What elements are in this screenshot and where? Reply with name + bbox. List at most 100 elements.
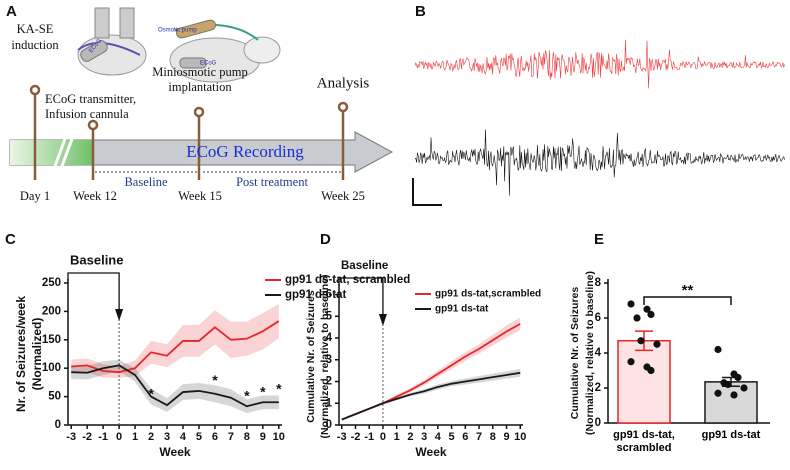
error-band [71, 359, 279, 414]
data-point [633, 314, 641, 322]
significance: * [276, 380, 282, 396]
x-tick-label: 7 [476, 431, 482, 443]
icon-label: Osmotic pump [158, 28, 197, 34]
y-axis-label: Cumulative Nr. of Seizures [569, 287, 581, 420]
y-tick-label: 0 [326, 419, 332, 431]
eeg-traces [414, 40, 785, 196]
legend-label: gp91 ds-tat, scrambled [285, 274, 410, 286]
x-tick-label: -3 [66, 431, 76, 443]
baseline-label: Baseline [70, 252, 123, 267]
y-tick-label: 0 [595, 417, 601, 429]
x-tick-label: 10 [273, 431, 285, 443]
data-point [734, 373, 742, 382]
significance: ** [682, 282, 694, 299]
x-tick-label: 8 [244, 431, 250, 443]
x-axis-label: Week [159, 445, 190, 459]
y-axis-label: Cumulative Nr. of Seizures [305, 290, 317, 423]
baseline-bracket [338, 277, 384, 318]
x-tick-label: 0 [116, 431, 122, 443]
eeg-trace [414, 129, 785, 196]
data-point [714, 389, 722, 397]
arrow-head [115, 309, 124, 321]
x-tick-label: 5 [449, 431, 455, 443]
significance: * [148, 386, 154, 402]
x-tick-label: 2 [148, 431, 154, 443]
legend-label: gp91 ds-tat,scrambled [435, 289, 541, 300]
panel-label: E [594, 231, 604, 248]
y-tick-label: 50 [48, 391, 61, 403]
pin-head [193, 106, 205, 118]
event-label: implantation [168, 80, 232, 94]
x-tick-label: 4 [435, 431, 442, 443]
error-band [71, 304, 279, 378]
timeline [9, 7, 394, 180]
significance: * [244, 387, 250, 403]
arrow-head [378, 314, 387, 326]
x-tick-label: 1 [394, 431, 400, 443]
panel-label: B [415, 3, 426, 20]
pin-head [337, 101, 349, 113]
break [60, 138, 74, 167]
event-label: Miniosmotic pump [152, 65, 248, 79]
x-tick-label: 6 [462, 431, 468, 443]
event-time: Week 15 [178, 189, 222, 203]
data-point [653, 340, 661, 348]
y-tick-label: 4 [326, 332, 333, 344]
data-point [647, 366, 655, 375]
panel-label: C [5, 231, 16, 248]
data-point [740, 384, 748, 392]
event-label: KA-SE [17, 22, 54, 36]
event-label: ECoG transmitter, [45, 92, 136, 106]
error-band [341, 368, 521, 421]
break [53, 138, 67, 167]
y-tick-label: 5 [326, 310, 333, 322]
data-point [627, 358, 635, 366]
panel-label: D [320, 231, 331, 248]
data-point [637, 337, 645, 345]
y-axis-label: (Normalized) [30, 318, 44, 391]
rat-illustration [77, 7, 147, 76]
rat-illustration [169, 19, 281, 83]
x-tick-label: 9 [260, 431, 266, 443]
x-tick-label: gp91 ds-tat, scrambled [613, 429, 675, 454]
x-tick-label: 6 [212, 431, 218, 443]
x-axis-label: Week [415, 445, 446, 459]
x-tick-label: 10 [514, 431, 526, 443]
y-tick-label: 3 [326, 354, 332, 366]
x-tick-label: 3 [421, 431, 427, 443]
green-segment [10, 140, 94, 165]
x-tick-label: 2 [407, 431, 413, 443]
y-tick-label: 6 [595, 312, 601, 324]
data-point [627, 300, 635, 308]
x-tick-label: 8 [490, 431, 496, 443]
legend-label: gp91 ds-tat [435, 304, 489, 315]
legend-label: gp91 ds-tat [285, 289, 347, 301]
y-axis-label: Nr. of Seizures/week [14, 296, 28, 412]
x-tick-label: 1 [132, 431, 138, 443]
pin-head [29, 84, 41, 96]
x-tick-label: -1 [98, 431, 108, 443]
data-point [714, 345, 722, 354]
eeg-trace [414, 40, 785, 89]
x-tick-label: 9 [503, 431, 509, 443]
x-tick-label: 0 [380, 431, 386, 443]
y-tick-label: 100 [42, 362, 61, 374]
y-tick-label: 8 [595, 277, 602, 289]
y-tick-label: 200 [42, 305, 61, 317]
event-label: induction [11, 38, 59, 52]
y-axis-label: (Normalized, relative to baseline) [319, 275, 331, 439]
data-point [643, 305, 651, 313]
panel-label: A [6, 3, 17, 20]
series-line [71, 320, 280, 374]
x-tick-label: gp91 ds-tat [701, 429, 761, 441]
pin-head [87, 119, 99, 131]
event-time: Week 25 [321, 189, 365, 203]
bar [617, 340, 671, 424]
period-label: Baseline [124, 175, 167, 189]
baseline-bracket [67, 272, 120, 313]
y-tick-label: 250 [42, 277, 61, 289]
series-line [341, 371, 521, 421]
scale-bar [412, 178, 442, 206]
